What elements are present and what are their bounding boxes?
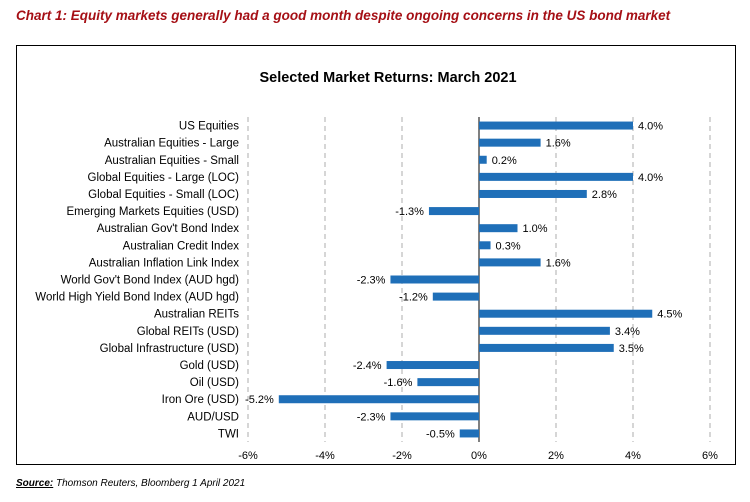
data-label: 1.6% [546, 138, 571, 150]
source-text: Thomson Reuters, Bloomberg 1 April 2021 [53, 478, 246, 489]
bar [479, 224, 518, 233]
category-label: Gold (USD) [180, 360, 240, 372]
category-label: Emerging Markets Equities (USD) [66, 206, 239, 218]
bar [428, 207, 479, 216]
category-label: Global REITs (USD) [137, 326, 239, 338]
data-label: 1.6% [546, 257, 571, 269]
source-note: Source: Thomson Reuters, Bloomberg 1 Apr… [16, 478, 245, 489]
data-label: -2.3% [357, 275, 386, 287]
bar [459, 429, 479, 438]
x-tick-label: -2% [392, 450, 412, 462]
source-label: Source: [16, 478, 54, 489]
bar [278, 395, 479, 404]
category-label: Australian Gov't Bond Index [97, 223, 239, 235]
category-label: Global Equities - Large (LOC) [88, 172, 240, 184]
bar [479, 326, 610, 335]
data-label: -1.2% [399, 292, 428, 304]
category-label: Australian Inflation Link Index [89, 257, 239, 269]
data-label: 3.4% [615, 326, 640, 338]
bar [479, 138, 541, 147]
bar [479, 155, 487, 164]
x-tick-label: -6% [238, 450, 258, 462]
x-tick-label: 6% [702, 450, 718, 462]
category-label: Oil (USD) [190, 377, 239, 389]
category-label: AUD/USD [187, 411, 239, 423]
bar [479, 258, 541, 267]
bar [479, 189, 587, 198]
bar-chart: Selected Market Returns: March 2021 US E… [35, 70, 718, 462]
bar [432, 292, 479, 301]
bar [417, 378, 479, 387]
data-label: -1.6% [384, 377, 413, 389]
bar [479, 309, 653, 318]
chart-frame [16, 45, 736, 465]
bar [479, 121, 633, 130]
data-label: 4.0% [638, 121, 663, 133]
x-tick-label: 4% [625, 450, 641, 462]
category-label: US Equities [179, 121, 239, 133]
category-label: Iron Ore (USD) [162, 394, 239, 406]
category-label: Global Infrastructure (USD) [100, 343, 239, 355]
chart-title: Selected Market Returns: March 2021 [259, 70, 516, 86]
category-label: Australian REITs [154, 309, 239, 321]
category-label: Global Equities - Small (LOC) [88, 189, 239, 201]
bar [479, 172, 633, 181]
data-label: -5.2% [245, 394, 274, 406]
data-label: 0.3% [496, 240, 521, 252]
data-label: 3.5% [619, 343, 644, 355]
bar [479, 241, 491, 250]
bar [390, 412, 479, 421]
bar [386, 361, 479, 370]
category-label: World Gov't Bond Index (AUD hgd) [61, 275, 240, 287]
data-label: -0.5% [426, 428, 455, 440]
data-label: -1.3% [395, 206, 424, 218]
data-label: 0.2% [492, 155, 517, 167]
data-label: -2.3% [357, 411, 386, 423]
chart-caption: Chart 1: Equity markets generally had a … [16, 8, 671, 23]
category-label: World High Yield Bond Index (AUD hgd) [35, 292, 239, 304]
category-label: TWI [218, 428, 239, 440]
category-label: Australian Credit Index [123, 240, 240, 252]
x-tick-label: -4% [315, 450, 335, 462]
bar [390, 275, 479, 284]
data-label: 1.0% [523, 223, 548, 235]
data-label: 4.5% [657, 309, 682, 321]
data-label: 2.8% [592, 189, 617, 201]
data-label: -2.4% [353, 360, 382, 372]
bar [479, 343, 614, 352]
x-tick-label: 0% [471, 450, 487, 462]
data-label: 4.0% [638, 172, 663, 184]
category-label: Australian Equities - Large [104, 138, 239, 150]
x-tick-label: 2% [548, 450, 564, 462]
category-label: Australian Equities - Small [105, 155, 239, 167]
